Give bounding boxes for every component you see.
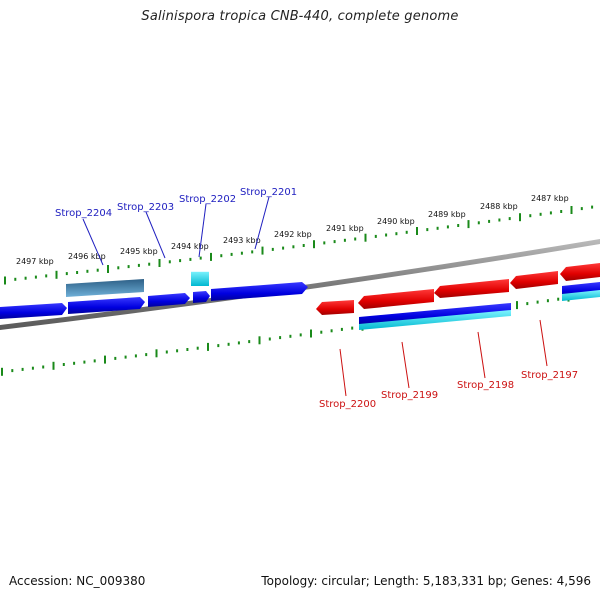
reverse-strand-genes [316, 263, 600, 330]
leader-line [339, 348, 347, 397]
pseudogene-feature[interactable] [66, 279, 144, 297]
kbp-label: 2497 kbp [16, 257, 54, 266]
kbp-label: 2489 kbp [428, 210, 466, 219]
outer-tick-track [4, 205, 594, 285]
gene-label[interactable]: Strop_2198 [457, 380, 514, 391]
leader-line [254, 196, 270, 250]
rna-feature-cap [191, 269, 209, 272]
reverse-subfeature-cyan[interactable] [562, 290, 600, 301]
kbp-label: 2492 kbp [274, 230, 312, 239]
forward-gene-arrow[interactable] [0, 303, 67, 319]
rna-feature[interactable] [191, 271, 209, 286]
kbp-label: 2494 kbp [171, 242, 209, 251]
reverse-gene-arrow[interactable] [510, 271, 558, 289]
kbp-label: 2490 kbp [377, 217, 415, 226]
reverse-gene-arrow[interactable] [560, 263, 600, 281]
reverse-gene-labels: Strop_2200 Strop_2199 Strop_2198 Strop_2… [319, 319, 578, 410]
forward-gene-labels: Strop_2204 Strop_2203 Strop_2202 Strop_2… [55, 187, 297, 266]
leader-line [145, 211, 166, 259]
kbp-label: 2488 kbp [480, 202, 518, 211]
genome-title: Salinispora tropica CNB-440, complete ge… [141, 9, 459, 24]
gene-label[interactable]: Strop_2200 [319, 399, 376, 410]
reverse-subfeature-cyan[interactable] [359, 310, 511, 330]
forward-gene-arrow[interactable] [148, 293, 190, 307]
reverse-gene-arrow[interactable] [358, 289, 434, 309]
genome-summary-text: Topology: circular; Length: 5,183,331 bp… [261, 574, 591, 588]
gene-label[interactable]: Strop_2199 [381, 390, 438, 401]
gene-label[interactable]: Strop_2203 [117, 202, 174, 213]
kbp-label: 2487 kbp [531, 194, 569, 203]
kbp-label: 2493 kbp [223, 236, 261, 245]
reverse-gene-arrow[interactable] [434, 279, 509, 298]
leader-line [477, 331, 486, 379]
reverse-subfeature-blue[interactable] [359, 303, 511, 325]
reverse-gene-arrow[interactable] [316, 300, 354, 315]
kbp-label: 2495 kbp [120, 247, 158, 256]
leader-line [82, 218, 104, 266]
gene-label[interactable]: Strop_2204 [55, 208, 112, 219]
genome-backbone [0, 239, 600, 330]
gene-label[interactable]: Strop_2201 [240, 187, 297, 198]
kbp-label: 2496 kbp [68, 252, 106, 261]
leader-line [401, 341, 410, 389]
gene-label[interactable]: Strop_2197 [521, 370, 578, 381]
gene-label[interactable]: Strop_2202 [179, 194, 236, 205]
kbp-labels: 2497 kbp 2496 kbp 2495 kbp 2494 kbp 2493… [16, 194, 569, 266]
leader-line [539, 319, 548, 367]
forward-gene-arrow[interactable] [68, 297, 145, 314]
forward-gene-arrow[interactable] [211, 282, 308, 301]
forward-gene-arrow[interactable] [193, 291, 210, 303]
accession-text: Accession: NC_009380 [9, 574, 146, 588]
kbp-label: 2491 kbp [326, 224, 364, 233]
leader-line [198, 203, 207, 258]
